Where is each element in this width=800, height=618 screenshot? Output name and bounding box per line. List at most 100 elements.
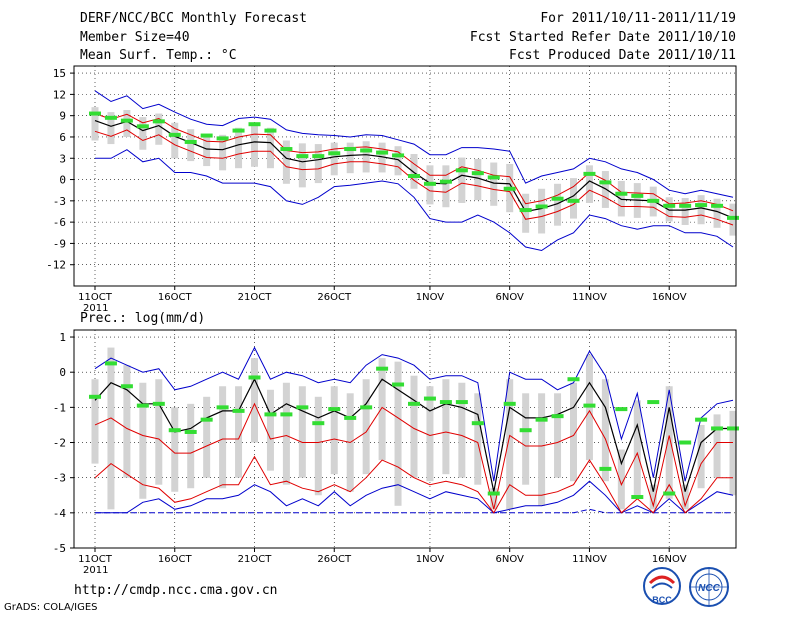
ensemble-box xyxy=(474,393,482,485)
climatology-marker xyxy=(376,366,389,371)
climatology-marker xyxy=(184,429,197,434)
climatology-marker xyxy=(408,401,420,406)
ensemble-box xyxy=(107,347,115,510)
ensemble-box xyxy=(538,188,546,234)
climatology-marker xyxy=(392,382,405,387)
x-tick-label: 16NOV xyxy=(652,292,687,303)
ensemble-box xyxy=(298,143,306,188)
ensemble-box xyxy=(123,110,131,137)
ensemble-box xyxy=(91,379,99,464)
ensemble-box xyxy=(554,183,562,226)
ensemble-box xyxy=(410,375,418,478)
climatology-marker xyxy=(89,394,101,399)
ensemble-box xyxy=(538,393,546,506)
ensemble-box xyxy=(203,134,211,167)
ensemble-box xyxy=(91,107,99,141)
ensemble-box xyxy=(107,112,115,145)
climatology-marker xyxy=(392,153,405,158)
ensemble-box xyxy=(155,113,163,145)
ensemble-box xyxy=(697,424,705,489)
forecast-started-date: Fcst Started Refer Date 2011/10/10 xyxy=(469,30,736,45)
climatology-marker xyxy=(487,175,500,180)
y-tick-label: -1 xyxy=(53,401,66,414)
ensemble-box xyxy=(713,414,721,478)
ensemble-box xyxy=(378,358,386,461)
climatology-marker xyxy=(503,401,516,406)
climatology-marker xyxy=(360,148,373,153)
lower-spread-line xyxy=(94,455,733,514)
forecast-produced-date: Fcst Produced Date 2011/10/11 xyxy=(509,48,736,63)
ensemble-box xyxy=(155,379,163,485)
ensemble-box xyxy=(187,403,195,489)
y-tick-label: -4 xyxy=(53,507,67,520)
ensemble-box xyxy=(346,142,354,174)
svg-text:BCC: BCC xyxy=(652,595,672,605)
ensemble-box xyxy=(123,365,131,478)
y-tick-label: 0 xyxy=(59,174,66,187)
climatology-marker xyxy=(264,128,277,133)
ensemble-box xyxy=(410,154,418,189)
ensemble-box xyxy=(394,146,402,176)
y-tick-label: -12 xyxy=(46,259,66,272)
ensemble-box xyxy=(171,407,179,492)
climatology-marker xyxy=(232,128,245,133)
climatology-marker xyxy=(471,171,484,176)
variable-label: Mean Surf. Temp.: °C xyxy=(80,48,237,63)
x-tick-label: 6NOV xyxy=(496,292,525,303)
climatology-marker xyxy=(711,426,724,431)
ensemble-box xyxy=(362,379,370,475)
climatology-marker xyxy=(152,119,165,124)
climatology-marker xyxy=(216,405,229,410)
source-url[interactable]: http://cmdp.ncc.cma.gov.cn xyxy=(74,583,278,598)
y-tick-label: 6 xyxy=(59,131,66,144)
ensemble-box xyxy=(362,141,370,173)
ensemble-box xyxy=(490,488,498,510)
climatology-marker xyxy=(104,115,117,120)
ensemble-box xyxy=(282,382,290,485)
y-tick-label: -6 xyxy=(53,216,66,229)
climatology-marker xyxy=(136,124,149,129)
climatology-marker xyxy=(695,203,708,208)
climatology-marker xyxy=(519,428,532,433)
climatology-marker xyxy=(296,405,309,410)
ensemble-box xyxy=(219,134,227,171)
ensemble-box xyxy=(266,127,274,169)
climatology-marker xyxy=(216,136,229,141)
climatology-marker xyxy=(679,440,692,445)
climatology-marker xyxy=(647,198,660,203)
ensemble-box xyxy=(506,379,514,510)
climatology-marker xyxy=(184,139,197,144)
ensemble-box xyxy=(585,165,593,203)
climatology-marker xyxy=(647,400,660,405)
climatology-marker xyxy=(487,491,500,496)
climatology-marker xyxy=(503,186,516,191)
y-tick-label: -5 xyxy=(53,542,66,555)
ensemble-box xyxy=(665,197,673,222)
climatology-marker xyxy=(89,111,101,116)
climatology-marker xyxy=(312,154,325,159)
x-tick-label: 26OCT xyxy=(317,554,352,565)
climatology-marker xyxy=(615,191,628,196)
climatology-marker xyxy=(423,396,436,401)
climatology-marker xyxy=(455,400,468,405)
y-tick-label: 9 xyxy=(59,110,66,123)
ensemble-box xyxy=(203,396,211,478)
x-tick-year: 2011 xyxy=(83,565,108,576)
ensemble-box xyxy=(442,165,450,208)
ensemble-box xyxy=(554,393,562,478)
y-tick-label: 3 xyxy=(59,152,66,165)
climatology-marker xyxy=(152,401,165,406)
climatology-marker xyxy=(136,403,149,408)
x-tick-label: 26OCT xyxy=(317,292,352,303)
x-tick-label: 16OCT xyxy=(158,554,193,565)
climatology-marker xyxy=(663,491,676,496)
climatology-marker xyxy=(232,408,245,413)
ensemble-box xyxy=(458,157,466,203)
climatology-marker xyxy=(631,193,644,198)
climatology-marker xyxy=(280,412,293,417)
climatology-marker xyxy=(519,208,532,213)
ensemble-box xyxy=(394,361,402,506)
ensemble-box xyxy=(330,142,338,176)
climatology-marker xyxy=(535,204,548,209)
